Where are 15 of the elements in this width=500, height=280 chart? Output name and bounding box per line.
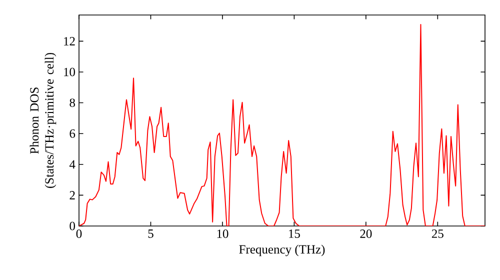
y-tick-label: 12 xyxy=(64,37,75,46)
x-tick-label: 20 xyxy=(360,230,372,238)
y-tick-label: 0 xyxy=(70,222,76,230)
y-axis-title: Phonon DOS (States/THz·primitive cell) xyxy=(30,52,56,188)
y-tick-label: 6 xyxy=(70,129,76,138)
x-tick-label: 0 xyxy=(76,230,82,238)
x-tick-label: 15 xyxy=(289,230,300,238)
x-axis-title: Frequency (THz) xyxy=(239,244,325,256)
x-tick-label: 5 xyxy=(148,230,154,238)
y-tick-label: 8 xyxy=(70,98,76,108)
y-tick-label: 4 xyxy=(69,160,76,169)
y-tick-label: 2 xyxy=(70,191,75,200)
x-tick-label: 25 xyxy=(432,230,444,238)
x-tick-label: 10 xyxy=(217,230,228,238)
y-tick-label: 10 xyxy=(64,68,76,76)
